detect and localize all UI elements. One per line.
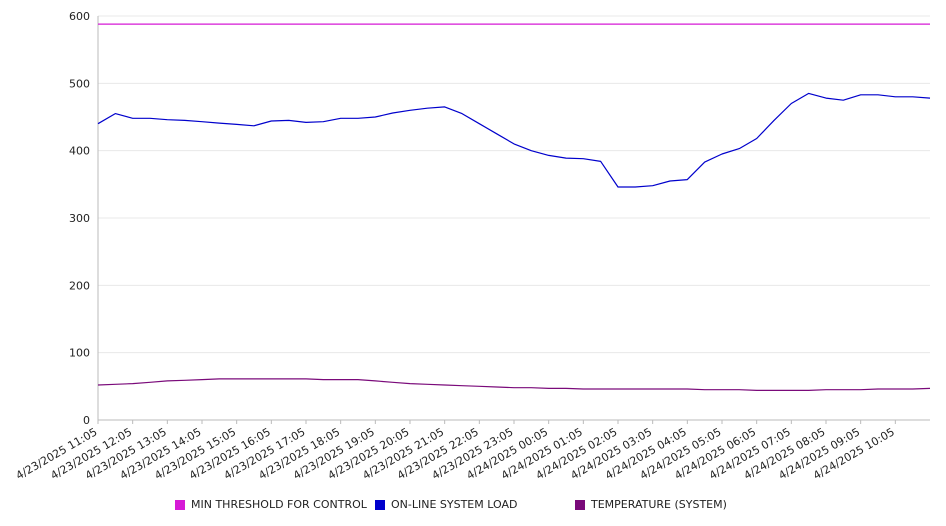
y-tick-labels: 0 100 200 300 400 500 600 <box>69 10 90 427</box>
series-line-temperature-system <box>97 378 931 391</box>
legend-item-temperature: TEMPERATURE (SYSTEM) <box>575 498 727 511</box>
y-tick-label-200: 200 <box>69 279 90 292</box>
legend-item-min-threshold: MIN THRESHOLD FOR CONTROL <box>175 498 367 511</box>
axes <box>97 16 930 424</box>
legend-label-system-load: ON-LINE SYSTEM LOAD <box>391 498 518 511</box>
series-lines <box>97 23 931 391</box>
y-tick-label-0: 0 <box>83 414 90 427</box>
legend-swatch-temperature <box>575 499 585 510</box>
y-tick-label-400: 400 <box>69 145 90 158</box>
legend-swatch-system-load <box>375 499 385 510</box>
legend-label-min-threshold: MIN THRESHOLD FOR CONTROL <box>191 498 367 511</box>
legend-label-temperature: TEMPERATURE (SYSTEM) <box>591 498 727 511</box>
legend-item-system-load: ON-LINE SYSTEM LOAD <box>375 498 517 511</box>
y-tick-label-100: 100 <box>69 347 90 360</box>
legend: MIN THRESHOLD FOR CONTROL ON-LINE SYSTEM… <box>0 498 946 516</box>
y-tick-label-500: 500 <box>69 77 90 90</box>
grid-lines <box>98 15 930 354</box>
legend-swatch-min-threshold <box>175 499 185 510</box>
y-tick-label-300: 300 <box>69 212 90 225</box>
x-tick-labels: 4/23/2025 11:054/23/2025 12:054/23/2025 … <box>14 425 897 482</box>
series-line-on-line-system-load <box>97 92 931 188</box>
y-tick-label-600: 600 <box>69 10 90 23</box>
